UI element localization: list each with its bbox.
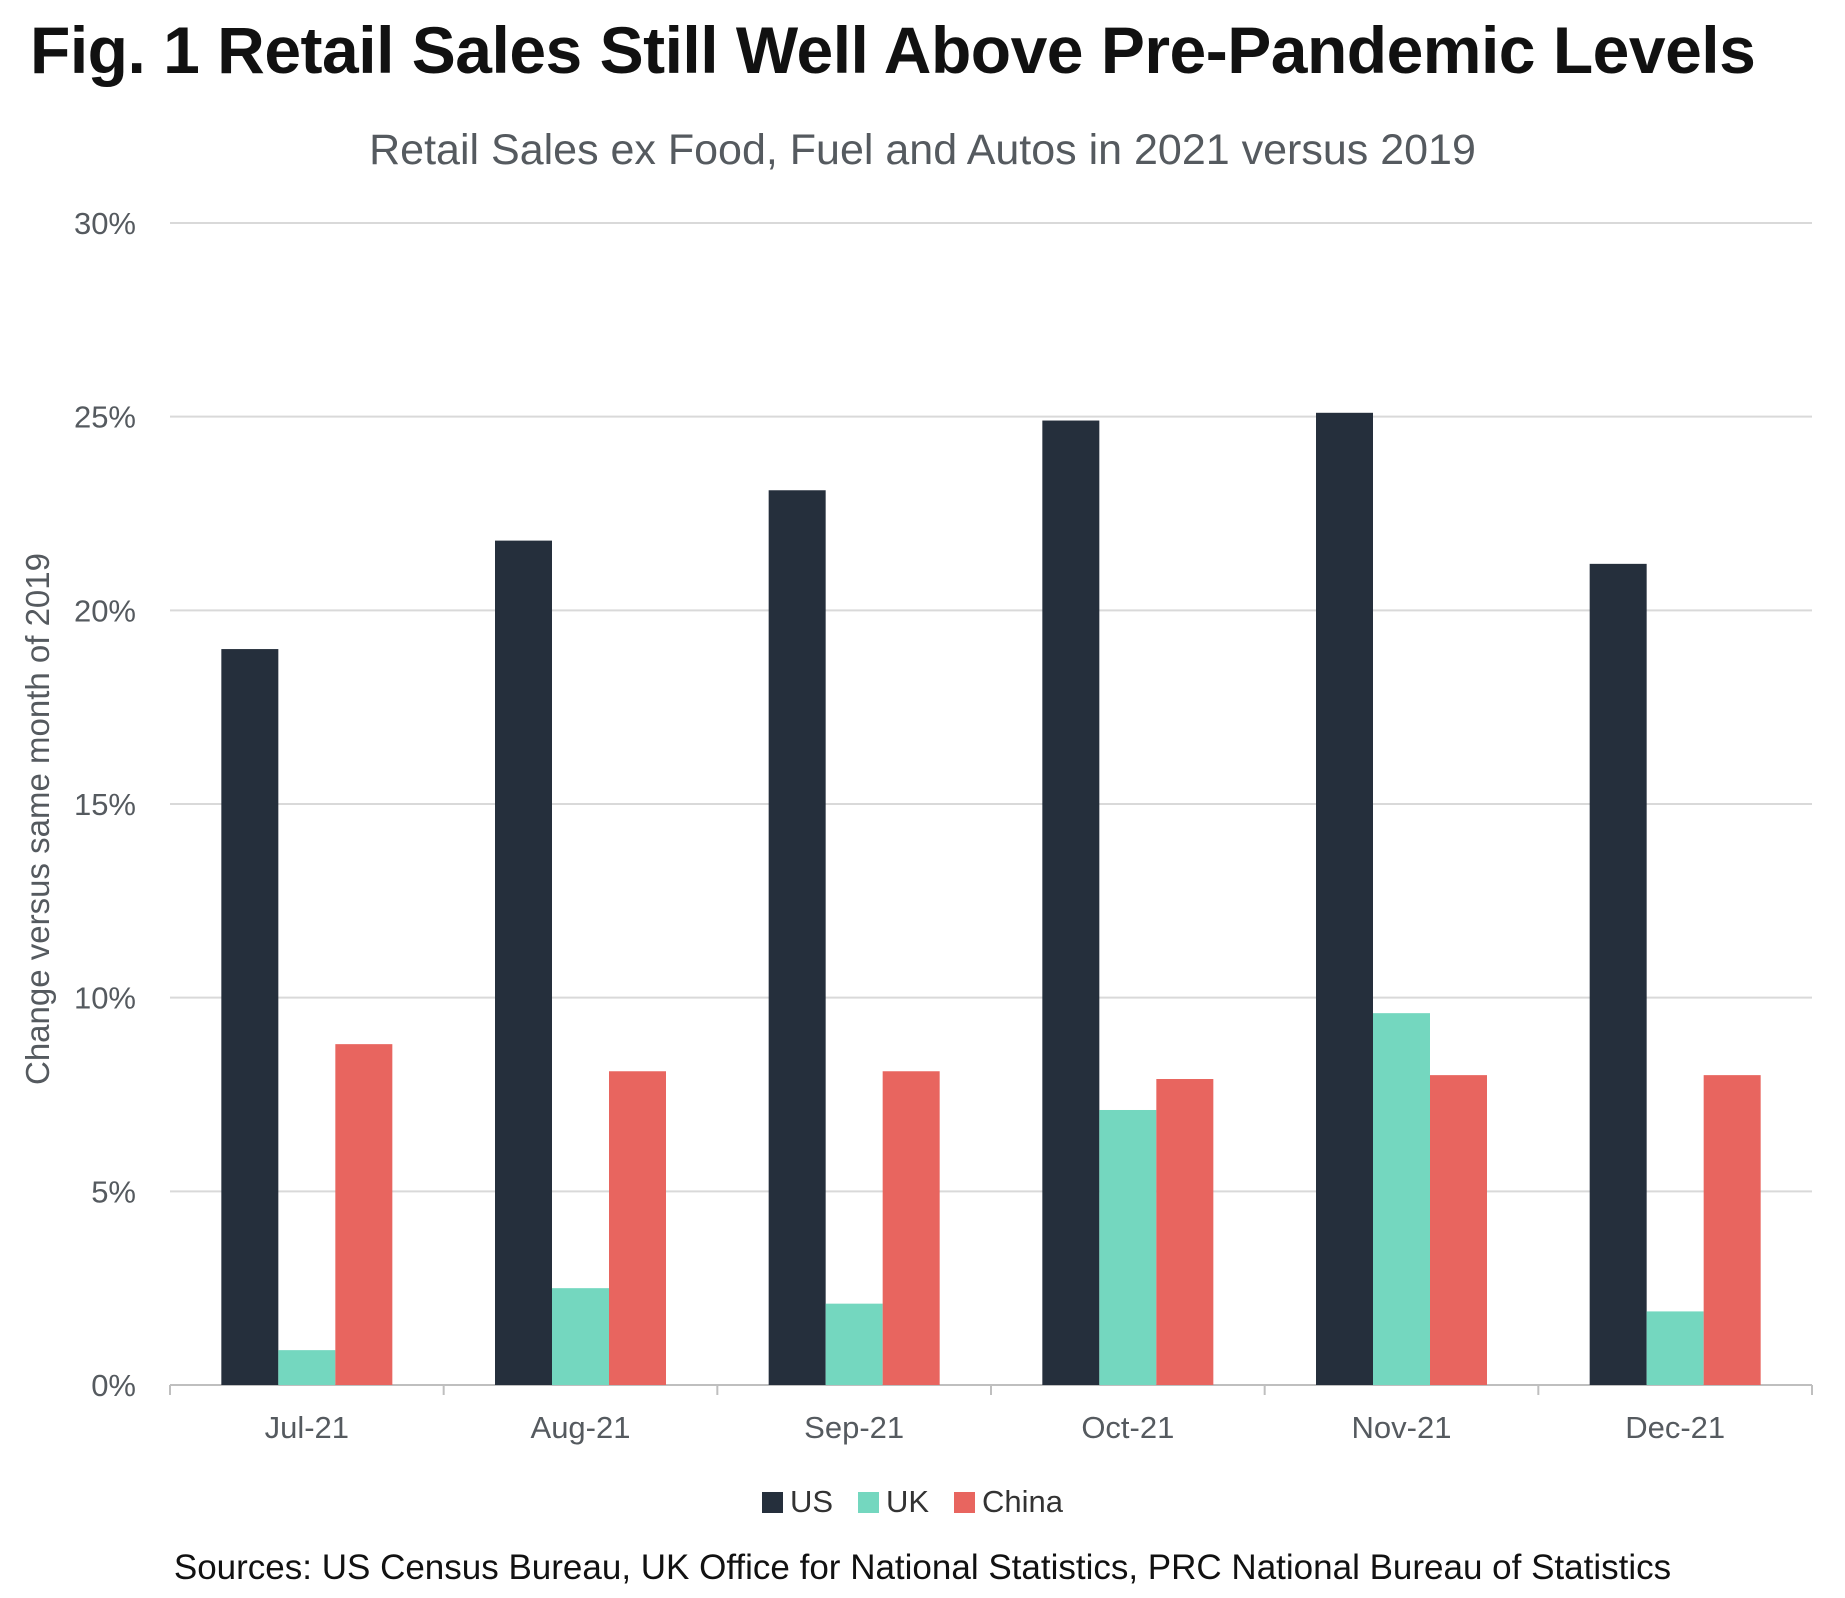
- y-tick-label: 20%: [74, 593, 136, 628]
- legend-swatch-us: [762, 1492, 783, 1513]
- bar-china-dec-21: [1703, 1075, 1761, 1385]
- y-tick-label: 5%: [91, 1174, 136, 1209]
- bar-uk-oct-21: [1099, 1109, 1157, 1385]
- legend-swatch-china: [954, 1492, 975, 1513]
- y-tick-label: 0%: [91, 1368, 136, 1403]
- bar-china-nov-21: [1430, 1075, 1487, 1385]
- bar-china-sep-21: [882, 1071, 940, 1385]
- y-tick-label: 10%: [74, 981, 136, 1016]
- x-tick-label: Oct-21: [1081, 1410, 1174, 1445]
- legend-label-china: China: [982, 1484, 1064, 1519]
- bar-china-jul-21: [335, 1044, 393, 1385]
- legend-label-uk: UK: [886, 1484, 929, 1519]
- bar-uk-jul-21: [278, 1350, 336, 1385]
- bar-us-aug-21: [495, 540, 552, 1385]
- chart-subtitle: Retail Sales ex Food, Fuel and Autos in …: [369, 126, 1476, 174]
- figure-title: Fig. 1 Retail Sales Still Well Above Pre…: [30, 13, 1756, 87]
- x-tick-label: Sep-21: [804, 1410, 904, 1445]
- bar-uk-sep-21: [825, 1303, 883, 1385]
- bar-us-oct-21: [1042, 420, 1100, 1385]
- x-tick-label: Jul-21: [265, 1410, 349, 1445]
- y-tick-label: 30%: [74, 206, 136, 241]
- bar-us-dec-21: [1589, 563, 1647, 1385]
- legend-label-us: US: [790, 1484, 833, 1519]
- bar-us-nov-21: [1316, 412, 1373, 1385]
- sources-note: Sources: US Census Bureau, UK Office for…: [173, 1548, 1672, 1587]
- bar-us-jul-21: [221, 649, 279, 1385]
- bar-uk-dec-21: [1646, 1311, 1704, 1385]
- bar-uk-aug-21: [552, 1288, 609, 1385]
- bar-uk-nov-21: [1373, 1013, 1430, 1385]
- y-tick-label: 25%: [74, 400, 136, 435]
- bar-us-sep-21: [768, 490, 826, 1385]
- y-tick-label: 15%: [74, 787, 136, 822]
- bar-china-oct-21: [1156, 1079, 1214, 1385]
- legend-swatch-uk: [858, 1492, 879, 1513]
- x-tick-label: Aug-21: [531, 1410, 631, 1445]
- bar-china-aug-21: [609, 1071, 666, 1385]
- x-tick-label: Nov-21: [1352, 1410, 1452, 1445]
- x-tick-label: Dec-21: [1625, 1410, 1725, 1445]
